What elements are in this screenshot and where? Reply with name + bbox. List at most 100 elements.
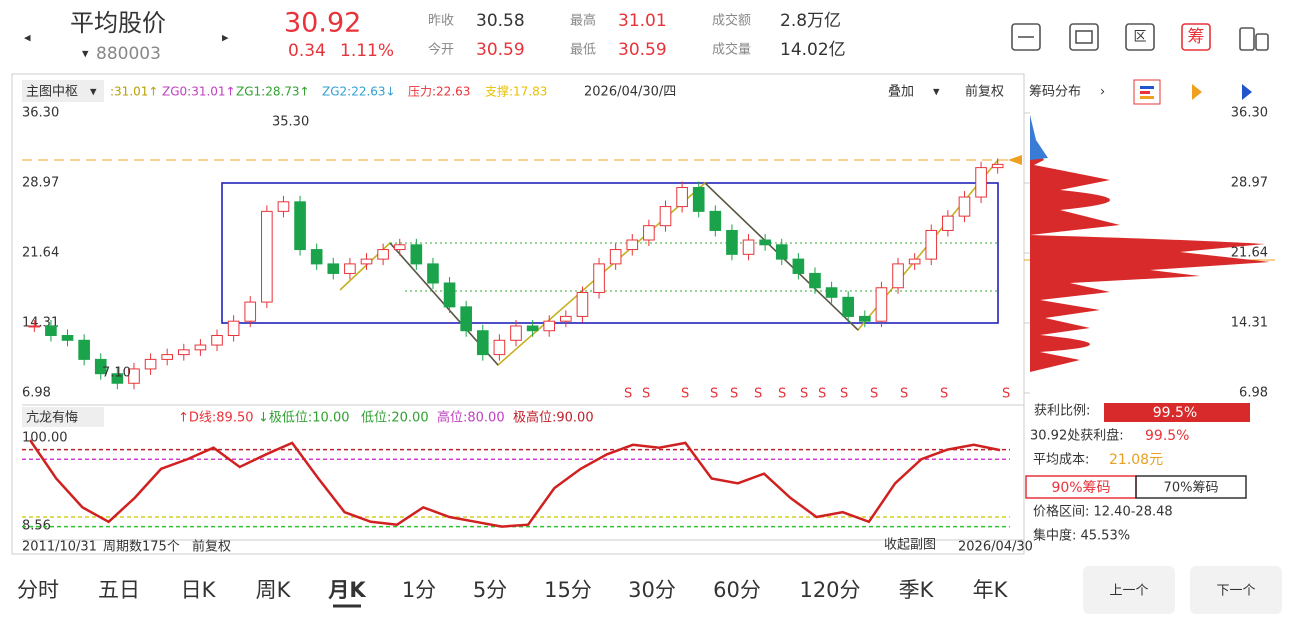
adjust[interactable]: 前复权 [965,84,1004,100]
date: 2026/04/30/四 [584,85,676,100]
candle [344,263,356,274]
collapse[interactable]: 收起副图 [884,538,936,553]
signal: S [681,387,689,402]
chip-icon[interactable] [1133,79,1161,105]
next-button-label[interactable]: 下一个 [1216,584,1255,599]
chip-icon[interactable] [1192,84,1202,100]
period-tab[interactable]: 5分 [473,578,507,602]
stat-label: 成交量 [712,42,751,58]
chevron: › [1100,85,1105,100]
profit-bar [1104,403,1250,422]
candle [709,210,722,231]
candle [526,325,539,332]
tab-70[interactable] [1135,475,1247,499]
candle [609,249,622,265]
candle [975,167,987,198]
signal: S [818,387,826,402]
concentration: 集中度: 45.53% [1033,528,1130,544]
price: 30.92 [284,8,361,39]
period-tab[interactable]: 15分 [544,578,592,602]
indicator-value: 压力:22.63 [408,85,470,99]
indicator-value: ZG2:22.63↓ [322,85,396,99]
candle [659,206,672,227]
signal: S [900,387,908,402]
chip-distribution-loss [1030,115,1048,160]
high-label: 35.30 [272,115,309,130]
chip-distribution [1030,115,1270,372]
sub-indicator-value: ↓极低位:10.00 [258,411,350,426]
period-tab[interactable]: 60分 [713,578,761,602]
candle [393,244,406,251]
icon[interactable] [1239,27,1255,51]
candle [460,306,472,332]
period-tab[interactable]: 年K [973,578,1009,602]
profit-value: 99.5% [1153,405,1197,421]
chip-icon[interactable] [1242,84,1252,100]
candle [410,244,423,265]
signal: S [778,387,786,402]
candle [958,196,971,217]
candle [227,320,240,337]
period-tab[interactable]: 月K [327,578,366,602]
signal: S [800,387,808,402]
signal: S [624,387,632,402]
dropdown-arrow: ▾ [90,85,97,100]
prev-button-label[interactable]: 上一个 [1109,584,1148,599]
d-line [28,439,1001,528]
chips-toggle[interactable]: 筹码分布 [1029,84,1081,100]
next-arrow[interactable]: ▸ [222,31,229,46]
icon[interactable] [1011,23,1041,51]
period-count: 周期数175个 [103,540,180,555]
prev-button[interactable] [1083,566,1175,614]
icon[interactable] [1069,23,1099,51]
period-tab[interactable]: 日K [181,578,217,602]
sub-select[interactable] [22,407,104,427]
stat-label: 成交额 [712,13,751,29]
tab-90-label[interactable]: 90%筹码 [1051,479,1110,496]
signal: S [940,387,948,402]
signal: S [710,387,718,402]
icon[interactable] [1181,23,1211,51]
next-button[interactable] [1190,566,1282,614]
stat-value: 14.02亿 [780,40,846,60]
prev-arrow[interactable]: ◂ [24,31,31,46]
tab-70-label[interactable]: 70%筹码 [1164,480,1219,496]
candle [925,229,938,260]
pivot-box [221,182,999,324]
stat-label: 最低 [570,43,596,58]
period-tab[interactable]: 五日 [98,578,140,602]
indicator-value: :31.01↑ [110,85,158,99]
chip-icon [1140,86,1154,89]
candle [892,263,904,289]
period-tab[interactable]: 季K [899,578,935,602]
indicator-value: ZG0:31.01↑ [162,85,236,99]
period-tab[interactable]: 30分 [628,578,676,602]
icon[interactable] [1125,23,1155,51]
candle [443,282,456,308]
candle [78,339,90,360]
candle [726,229,738,255]
axis-end: 2026/04/30 [958,540,1033,555]
overlay[interactable]: 叠加 [888,85,914,100]
candle [692,186,705,212]
toolbar-icons[interactable] [1011,23,1269,51]
indicator-select[interactable] [22,80,104,102]
signal: S [840,387,848,402]
sub-indicator-name[interactable]: 亢龙有悔 [26,410,78,426]
icon-label: 区 [1133,30,1146,45]
candle [310,249,323,265]
period-tab[interactable]: 1分 [402,578,436,602]
indicator-name[interactable]: 主图中枢 [26,85,78,100]
period-tab[interactable]: 周K [256,578,292,602]
candle [211,335,223,346]
candle [144,358,157,370]
y-tick-label-right: 36.30 [1231,106,1268,121]
period-tab[interactable]: 120分 [799,578,860,602]
candle [742,239,755,255]
period-tab[interactable]: 分时 [17,578,59,602]
candle [244,301,257,322]
stat-value: 30.58 [476,11,525,31]
candle [792,258,805,274]
candle [908,258,921,265]
